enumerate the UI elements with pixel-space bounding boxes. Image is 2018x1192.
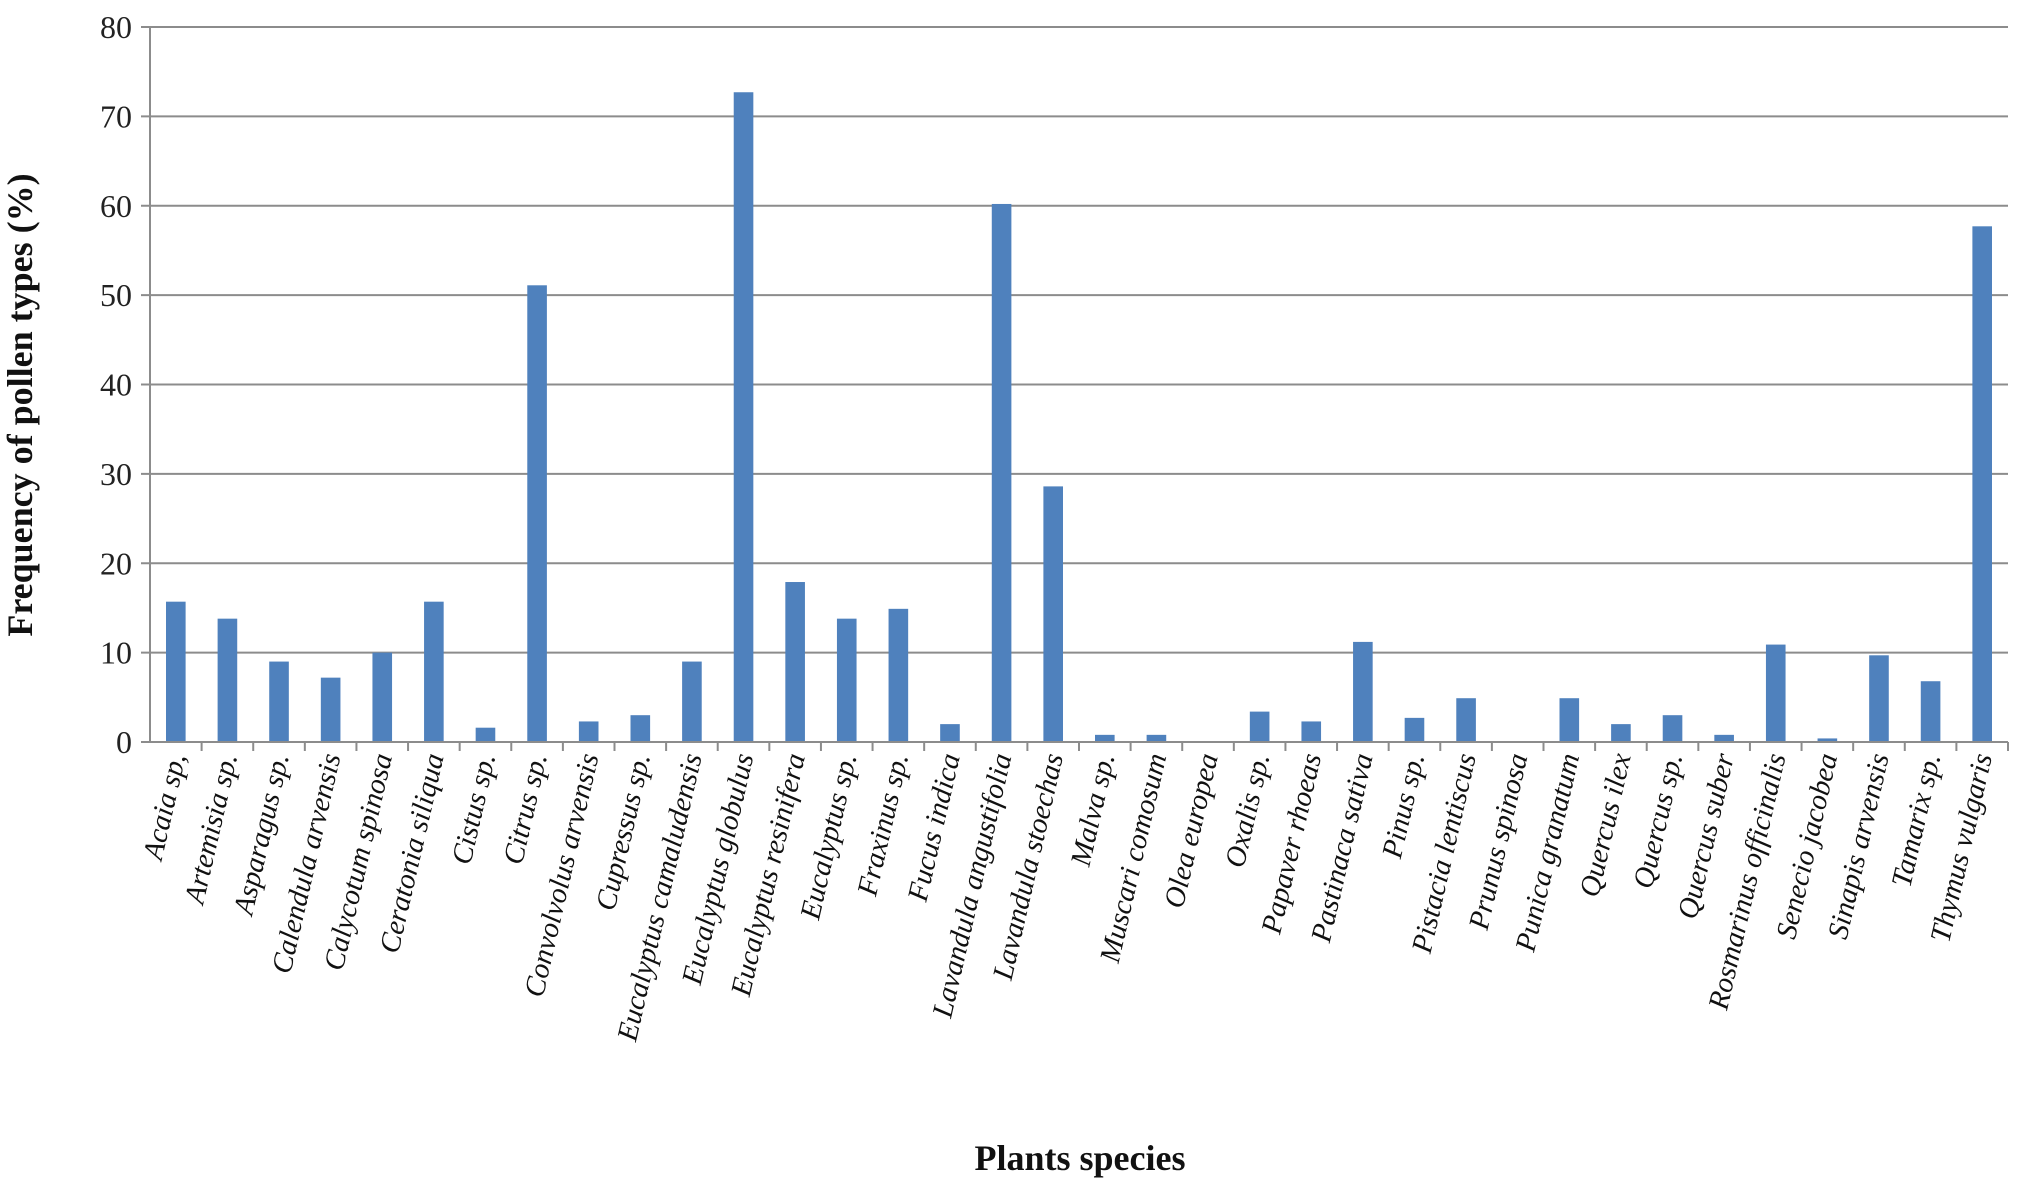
y-tick-labels: 0 10 20 30 40 50 60 70 80 bbox=[100, 9, 132, 760]
bar bbox=[1146, 734, 1167, 742]
bar bbox=[320, 677, 341, 742]
y-tick-label: 40 bbox=[100, 367, 132, 403]
bar bbox=[1353, 641, 1373, 742]
y-tick-label: 20 bbox=[100, 545, 132, 581]
bar bbox=[991, 203, 1012, 742]
y-tick-label: 10 bbox=[100, 635, 132, 671]
axes bbox=[141, 26, 2009, 751]
x-tick-label: Quercus sp. bbox=[1627, 750, 1689, 891]
bar bbox=[1249, 711, 1270, 742]
bar bbox=[1869, 655, 1889, 742]
x-tick-label: Citrus sp. bbox=[497, 750, 554, 867]
bar bbox=[1559, 698, 1580, 742]
bar bbox=[1765, 644, 1786, 742]
bar bbox=[630, 715, 651, 742]
bar bbox=[682, 661, 702, 742]
x-tick-label: Pinus sp. bbox=[1376, 750, 1431, 862]
bar bbox=[269, 661, 289, 742]
bar bbox=[1094, 734, 1115, 742]
bar bbox=[1920, 681, 1941, 742]
y-tick-label: 60 bbox=[100, 188, 132, 224]
bar bbox=[578, 721, 599, 742]
bar bbox=[1043, 486, 1064, 742]
bar bbox=[1611, 724, 1631, 742]
x-tick-label: Malva sp. bbox=[1064, 750, 1121, 870]
bar bbox=[424, 601, 444, 742]
bar bbox=[1404, 717, 1425, 742]
bar bbox=[733, 92, 754, 742]
y-tick-label: 80 bbox=[100, 9, 132, 45]
bar bbox=[527, 285, 547, 742]
bar bbox=[1301, 721, 1322, 742]
bar bbox=[1714, 734, 1734, 742]
bar bbox=[217, 618, 238, 742]
x-tick-label: Tamarix sp. bbox=[1886, 750, 1948, 890]
bar bbox=[1456, 698, 1476, 742]
bar bbox=[475, 727, 496, 742]
bar bbox=[836, 618, 857, 742]
bar bbox=[165, 601, 186, 742]
y-tick-label: 0 bbox=[116, 724, 132, 760]
y-tick-label: 50 bbox=[100, 277, 132, 313]
bar bbox=[372, 652, 393, 742]
bar bbox=[785, 582, 805, 742]
bar bbox=[940, 724, 960, 742]
bar bbox=[1972, 226, 1993, 742]
x-tick-label: Acaia sp, bbox=[137, 750, 193, 864]
y-tick-label: 70 bbox=[100, 98, 132, 134]
bar bbox=[888, 608, 909, 742]
x-tick-label: Cistus sp. bbox=[446, 750, 503, 867]
x-tick-labels: Acaia sp,Artemisia sp.Asparagus sp.Calen… bbox=[137, 750, 1999, 1045]
bars bbox=[165, 92, 1993, 742]
y-axis-title: Frequency of pollen types (%) bbox=[0, 173, 40, 636]
x-axis-title: Plants species bbox=[975, 1138, 1186, 1178]
x-tick-label: Oxalis sp. bbox=[1219, 750, 1276, 870]
bar bbox=[1817, 738, 1838, 742]
bar bbox=[1662, 715, 1683, 742]
y-tick-label: 30 bbox=[100, 456, 132, 492]
gridlines bbox=[150, 26, 2008, 654]
